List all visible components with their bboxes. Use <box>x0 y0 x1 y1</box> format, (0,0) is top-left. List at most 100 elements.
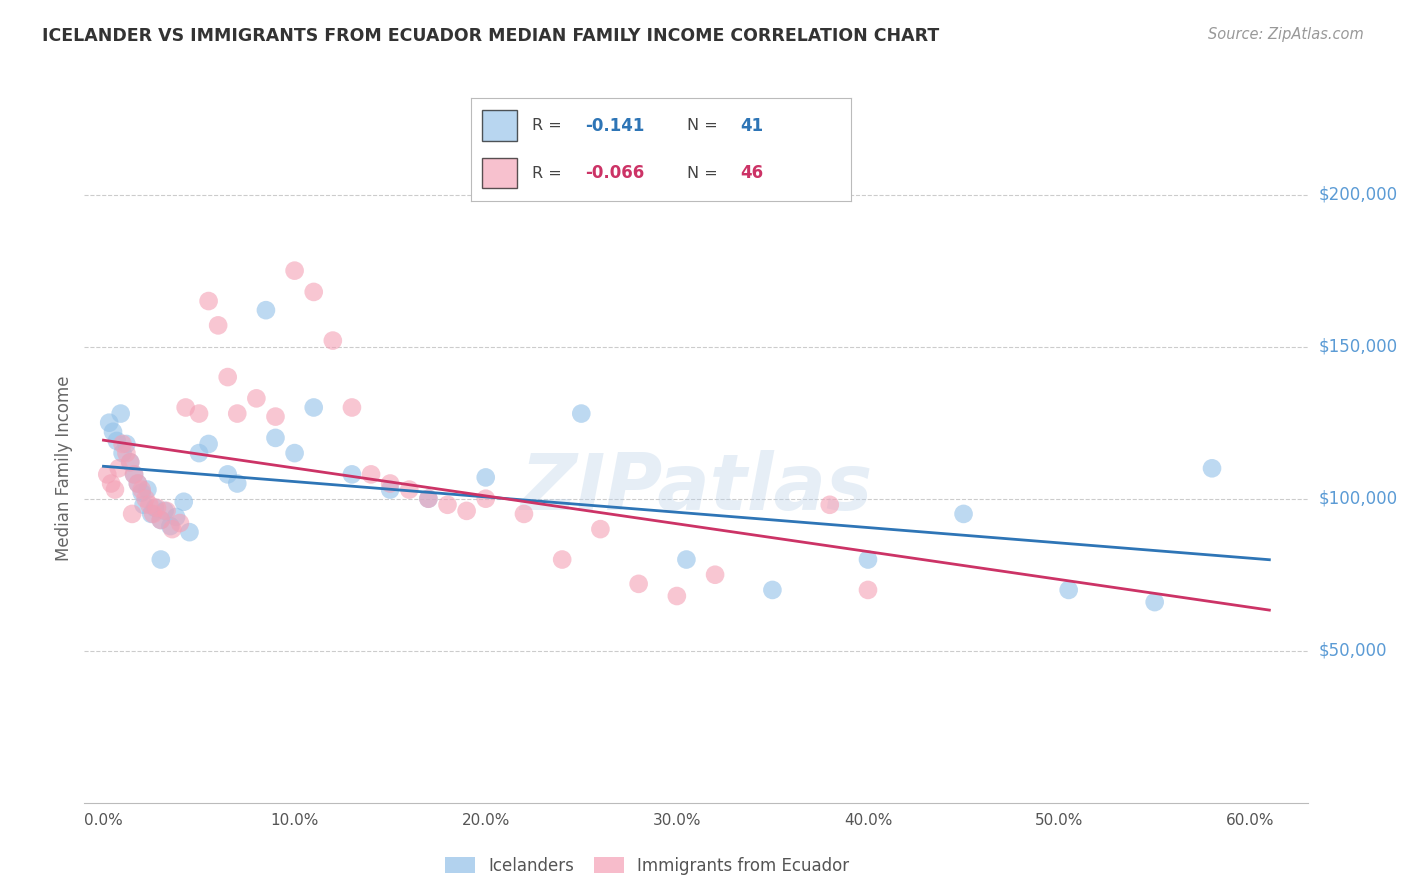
Point <box>226 476 249 491</box>
Point <box>436 498 458 512</box>
Point <box>135 491 157 506</box>
Point <box>302 401 325 415</box>
Text: N =: N = <box>688 119 718 133</box>
Point <box>131 485 153 500</box>
Point <box>322 334 344 348</box>
Point <box>149 513 172 527</box>
Point <box>136 483 159 497</box>
Point <box>142 507 165 521</box>
Point <box>120 455 142 469</box>
Point <box>456 504 478 518</box>
Point <box>153 504 176 518</box>
Point <box>173 494 195 508</box>
Point <box>818 498 841 512</box>
Point <box>245 392 267 406</box>
Text: 41: 41 <box>741 117 763 135</box>
Point <box>856 552 879 566</box>
Point <box>121 507 143 521</box>
Point <box>138 498 160 512</box>
Point <box>122 467 145 482</box>
Point <box>226 407 249 421</box>
Point <box>418 491 440 506</box>
Point <box>188 407 211 421</box>
Point <box>120 455 142 469</box>
Point <box>110 407 132 421</box>
Text: 46: 46 <box>741 164 763 182</box>
Point <box>360 467 382 482</box>
Point <box>159 519 181 533</box>
Point <box>340 401 363 415</box>
Point <box>378 476 402 491</box>
Point <box>704 567 727 582</box>
Text: N =: N = <box>688 166 718 180</box>
Point <box>284 263 307 277</box>
Point <box>107 461 129 475</box>
Point <box>197 437 219 451</box>
Point <box>207 318 229 333</box>
Point <box>551 552 574 566</box>
FancyBboxPatch shape <box>482 111 516 141</box>
Point <box>127 476 149 491</box>
Point <box>569 407 592 421</box>
Point <box>162 522 184 536</box>
Point <box>127 476 149 491</box>
Point <box>675 552 697 566</box>
Point <box>141 507 163 521</box>
Point <box>131 483 153 497</box>
Point <box>111 437 134 451</box>
Point <box>264 409 287 424</box>
Point <box>302 285 325 299</box>
Point <box>115 437 138 451</box>
Point <box>1143 595 1166 609</box>
Text: $50,000: $50,000 <box>1319 641 1388 660</box>
Point <box>284 446 307 460</box>
Point <box>197 294 219 309</box>
Point <box>398 483 420 497</box>
Point <box>149 552 172 566</box>
Point <box>122 467 145 482</box>
FancyBboxPatch shape <box>482 158 516 188</box>
Point <box>169 516 191 530</box>
Point <box>474 470 496 484</box>
Point <box>100 476 122 491</box>
Text: R =: R = <box>531 166 561 180</box>
Point <box>143 500 166 515</box>
Point <box>627 577 650 591</box>
Point <box>761 582 783 597</box>
Point <box>474 491 496 506</box>
Text: ICELANDER VS IMMIGRANTS FROM ECUADOR MEDIAN FAMILY INCOME CORRELATION CHART: ICELANDER VS IMMIGRANTS FROM ECUADOR MED… <box>42 27 939 45</box>
Point <box>254 303 277 318</box>
Point <box>174 401 197 415</box>
Text: $200,000: $200,000 <box>1319 186 1398 203</box>
Text: ZIPatlas: ZIPatlas <box>520 450 872 526</box>
Legend: Icelanders, Immigrants from Ecuador: Icelanders, Immigrants from Ecuador <box>439 850 856 881</box>
Point <box>665 589 688 603</box>
Text: $150,000: $150,000 <box>1319 338 1398 356</box>
Point <box>217 467 239 482</box>
Point <box>101 425 124 439</box>
Point <box>1057 582 1080 597</box>
Point <box>155 504 177 518</box>
Point <box>264 431 287 445</box>
Text: -0.066: -0.066 <box>585 164 644 182</box>
Point <box>952 507 974 521</box>
Point <box>856 582 879 597</box>
Point <box>217 370 239 384</box>
Point <box>111 446 134 460</box>
Point <box>98 416 121 430</box>
Point <box>96 467 118 482</box>
Point <box>1201 461 1223 475</box>
Point <box>104 483 127 497</box>
Point <box>188 446 211 460</box>
Point <box>115 446 138 460</box>
Point <box>105 434 128 448</box>
Text: -0.141: -0.141 <box>585 117 644 135</box>
Point <box>418 491 440 506</box>
Y-axis label: Median Family Income: Median Family Income <box>55 376 73 561</box>
Point <box>146 500 169 515</box>
Point <box>378 483 402 497</box>
Point <box>589 522 612 536</box>
Text: Source: ZipAtlas.com: Source: ZipAtlas.com <box>1208 27 1364 42</box>
Text: R =: R = <box>531 119 561 133</box>
Text: $100,000: $100,000 <box>1319 490 1398 508</box>
